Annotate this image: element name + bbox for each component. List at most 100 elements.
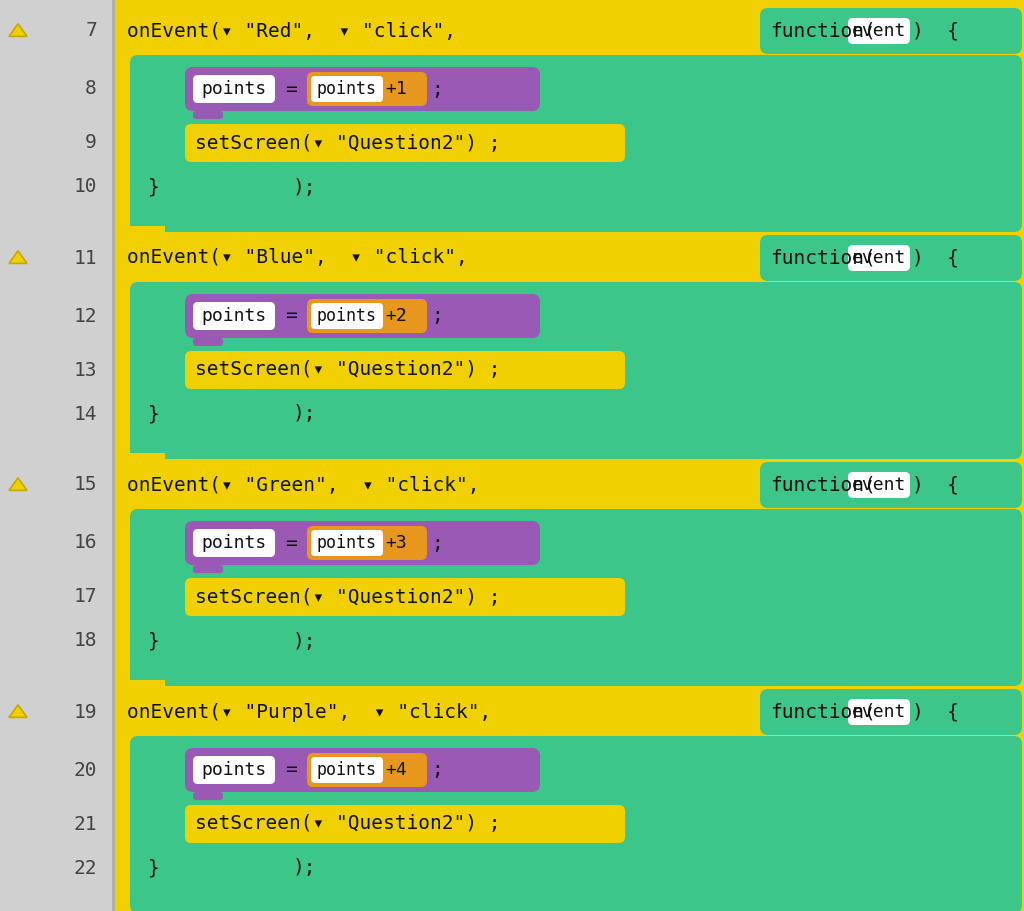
Text: 18: 18 bbox=[74, 631, 97, 650]
Text: onEvent(▾ "Red",  ▾ "click",: onEvent(▾ "Red", ▾ "click", bbox=[127, 22, 456, 40]
FancyBboxPatch shape bbox=[138, 622, 428, 660]
Bar bbox=[115, 232, 1024, 459]
Bar bbox=[130, 0, 165, 5]
FancyBboxPatch shape bbox=[311, 757, 383, 783]
FancyBboxPatch shape bbox=[130, 282, 1022, 459]
FancyBboxPatch shape bbox=[311, 530, 383, 556]
Text: )  {: ) { bbox=[912, 249, 959, 268]
Bar bbox=[130, 0, 165, 5]
Bar bbox=[115, 686, 1024, 911]
FancyBboxPatch shape bbox=[193, 529, 275, 557]
FancyBboxPatch shape bbox=[185, 67, 540, 111]
Text: setScreen(▾ "Question2") ;: setScreen(▾ "Question2") ; bbox=[195, 361, 501, 380]
FancyBboxPatch shape bbox=[760, 235, 1022, 281]
Text: 16: 16 bbox=[74, 534, 97, 552]
Text: points: points bbox=[202, 761, 266, 779]
FancyBboxPatch shape bbox=[193, 302, 275, 330]
Text: );: ); bbox=[293, 178, 316, 197]
Text: 13: 13 bbox=[74, 361, 97, 380]
Text: points: points bbox=[317, 307, 377, 325]
Text: function(: function( bbox=[770, 476, 876, 495]
FancyBboxPatch shape bbox=[185, 578, 625, 616]
Text: 15: 15 bbox=[74, 476, 97, 495]
Text: 11: 11 bbox=[74, 249, 97, 268]
Text: 10: 10 bbox=[74, 178, 97, 197]
Text: );: ); bbox=[293, 631, 316, 650]
Text: function(: function( bbox=[770, 249, 876, 268]
Polygon shape bbox=[9, 251, 27, 263]
Polygon shape bbox=[9, 24, 27, 36]
FancyBboxPatch shape bbox=[185, 351, 625, 389]
FancyBboxPatch shape bbox=[185, 294, 540, 338]
FancyBboxPatch shape bbox=[138, 168, 428, 206]
Text: 8: 8 bbox=[85, 79, 97, 98]
FancyBboxPatch shape bbox=[193, 756, 275, 784]
FancyBboxPatch shape bbox=[117, 8, 752, 54]
Text: 14: 14 bbox=[74, 404, 97, 424]
Polygon shape bbox=[9, 705, 27, 717]
Text: );: ); bbox=[293, 404, 316, 424]
FancyBboxPatch shape bbox=[117, 689, 752, 735]
Text: event: event bbox=[852, 22, 906, 40]
Text: points: points bbox=[317, 534, 377, 552]
Text: 19: 19 bbox=[74, 702, 97, 722]
FancyBboxPatch shape bbox=[138, 849, 428, 887]
Text: 12: 12 bbox=[74, 306, 97, 325]
FancyBboxPatch shape bbox=[117, 462, 752, 508]
FancyBboxPatch shape bbox=[193, 565, 223, 573]
Text: event: event bbox=[852, 476, 906, 494]
Bar bbox=[115, 0, 1024, 5]
Text: ;: ; bbox=[431, 306, 442, 325]
Text: +4: +4 bbox=[385, 761, 407, 779]
Text: }: } bbox=[148, 631, 160, 650]
Text: onEvent(▾ "Purple",  ▾ "click",: onEvent(▾ "Purple", ▾ "click", bbox=[127, 702, 492, 722]
Bar bbox=[130, 453, 165, 459]
Text: setScreen(▾ "Question2") ;: setScreen(▾ "Question2") ; bbox=[195, 814, 501, 834]
FancyBboxPatch shape bbox=[185, 748, 540, 792]
Text: }: } bbox=[148, 178, 160, 197]
Text: points: points bbox=[202, 534, 266, 552]
Bar bbox=[115, 5, 1024, 232]
Text: =: = bbox=[285, 306, 297, 325]
Bar bbox=[115, 459, 1024, 686]
FancyBboxPatch shape bbox=[130, 55, 1022, 232]
Text: points: points bbox=[202, 307, 266, 325]
Text: +3: +3 bbox=[385, 534, 407, 552]
Text: points: points bbox=[317, 80, 377, 98]
Text: points: points bbox=[202, 80, 266, 98]
Bar bbox=[115, 0, 1024, 911]
Text: )  {: ) { bbox=[912, 702, 959, 722]
FancyBboxPatch shape bbox=[760, 689, 1022, 735]
Text: function(: function( bbox=[770, 702, 876, 722]
Bar bbox=[0, 0, 115, 911]
FancyBboxPatch shape bbox=[117, 235, 752, 281]
Text: +2: +2 bbox=[385, 307, 407, 325]
Text: }: } bbox=[148, 404, 160, 424]
FancyBboxPatch shape bbox=[760, 8, 1022, 54]
FancyBboxPatch shape bbox=[848, 245, 910, 271]
Text: 22: 22 bbox=[74, 858, 97, 877]
FancyBboxPatch shape bbox=[193, 338, 223, 346]
FancyBboxPatch shape bbox=[193, 75, 275, 103]
Text: 21: 21 bbox=[74, 814, 97, 834]
FancyBboxPatch shape bbox=[185, 805, 625, 843]
Bar bbox=[130, 680, 165, 686]
Text: =: = bbox=[285, 534, 297, 552]
FancyBboxPatch shape bbox=[848, 699, 910, 725]
Text: =: = bbox=[285, 79, 297, 98]
Text: 7: 7 bbox=[85, 22, 97, 40]
FancyBboxPatch shape bbox=[130, 509, 1022, 686]
Text: )  {: ) { bbox=[912, 22, 959, 40]
Text: ;: ; bbox=[431, 534, 442, 552]
FancyBboxPatch shape bbox=[185, 124, 625, 162]
FancyBboxPatch shape bbox=[185, 521, 540, 565]
FancyBboxPatch shape bbox=[848, 18, 910, 44]
Text: function(: function( bbox=[770, 22, 876, 40]
Text: event: event bbox=[852, 703, 906, 721]
Text: setScreen(▾ "Question2") ;: setScreen(▾ "Question2") ; bbox=[195, 134, 501, 152]
Text: );: ); bbox=[293, 858, 316, 877]
Text: +1: +1 bbox=[385, 80, 407, 98]
FancyBboxPatch shape bbox=[193, 111, 223, 119]
FancyBboxPatch shape bbox=[130, 736, 1022, 911]
Text: =: = bbox=[285, 761, 297, 780]
